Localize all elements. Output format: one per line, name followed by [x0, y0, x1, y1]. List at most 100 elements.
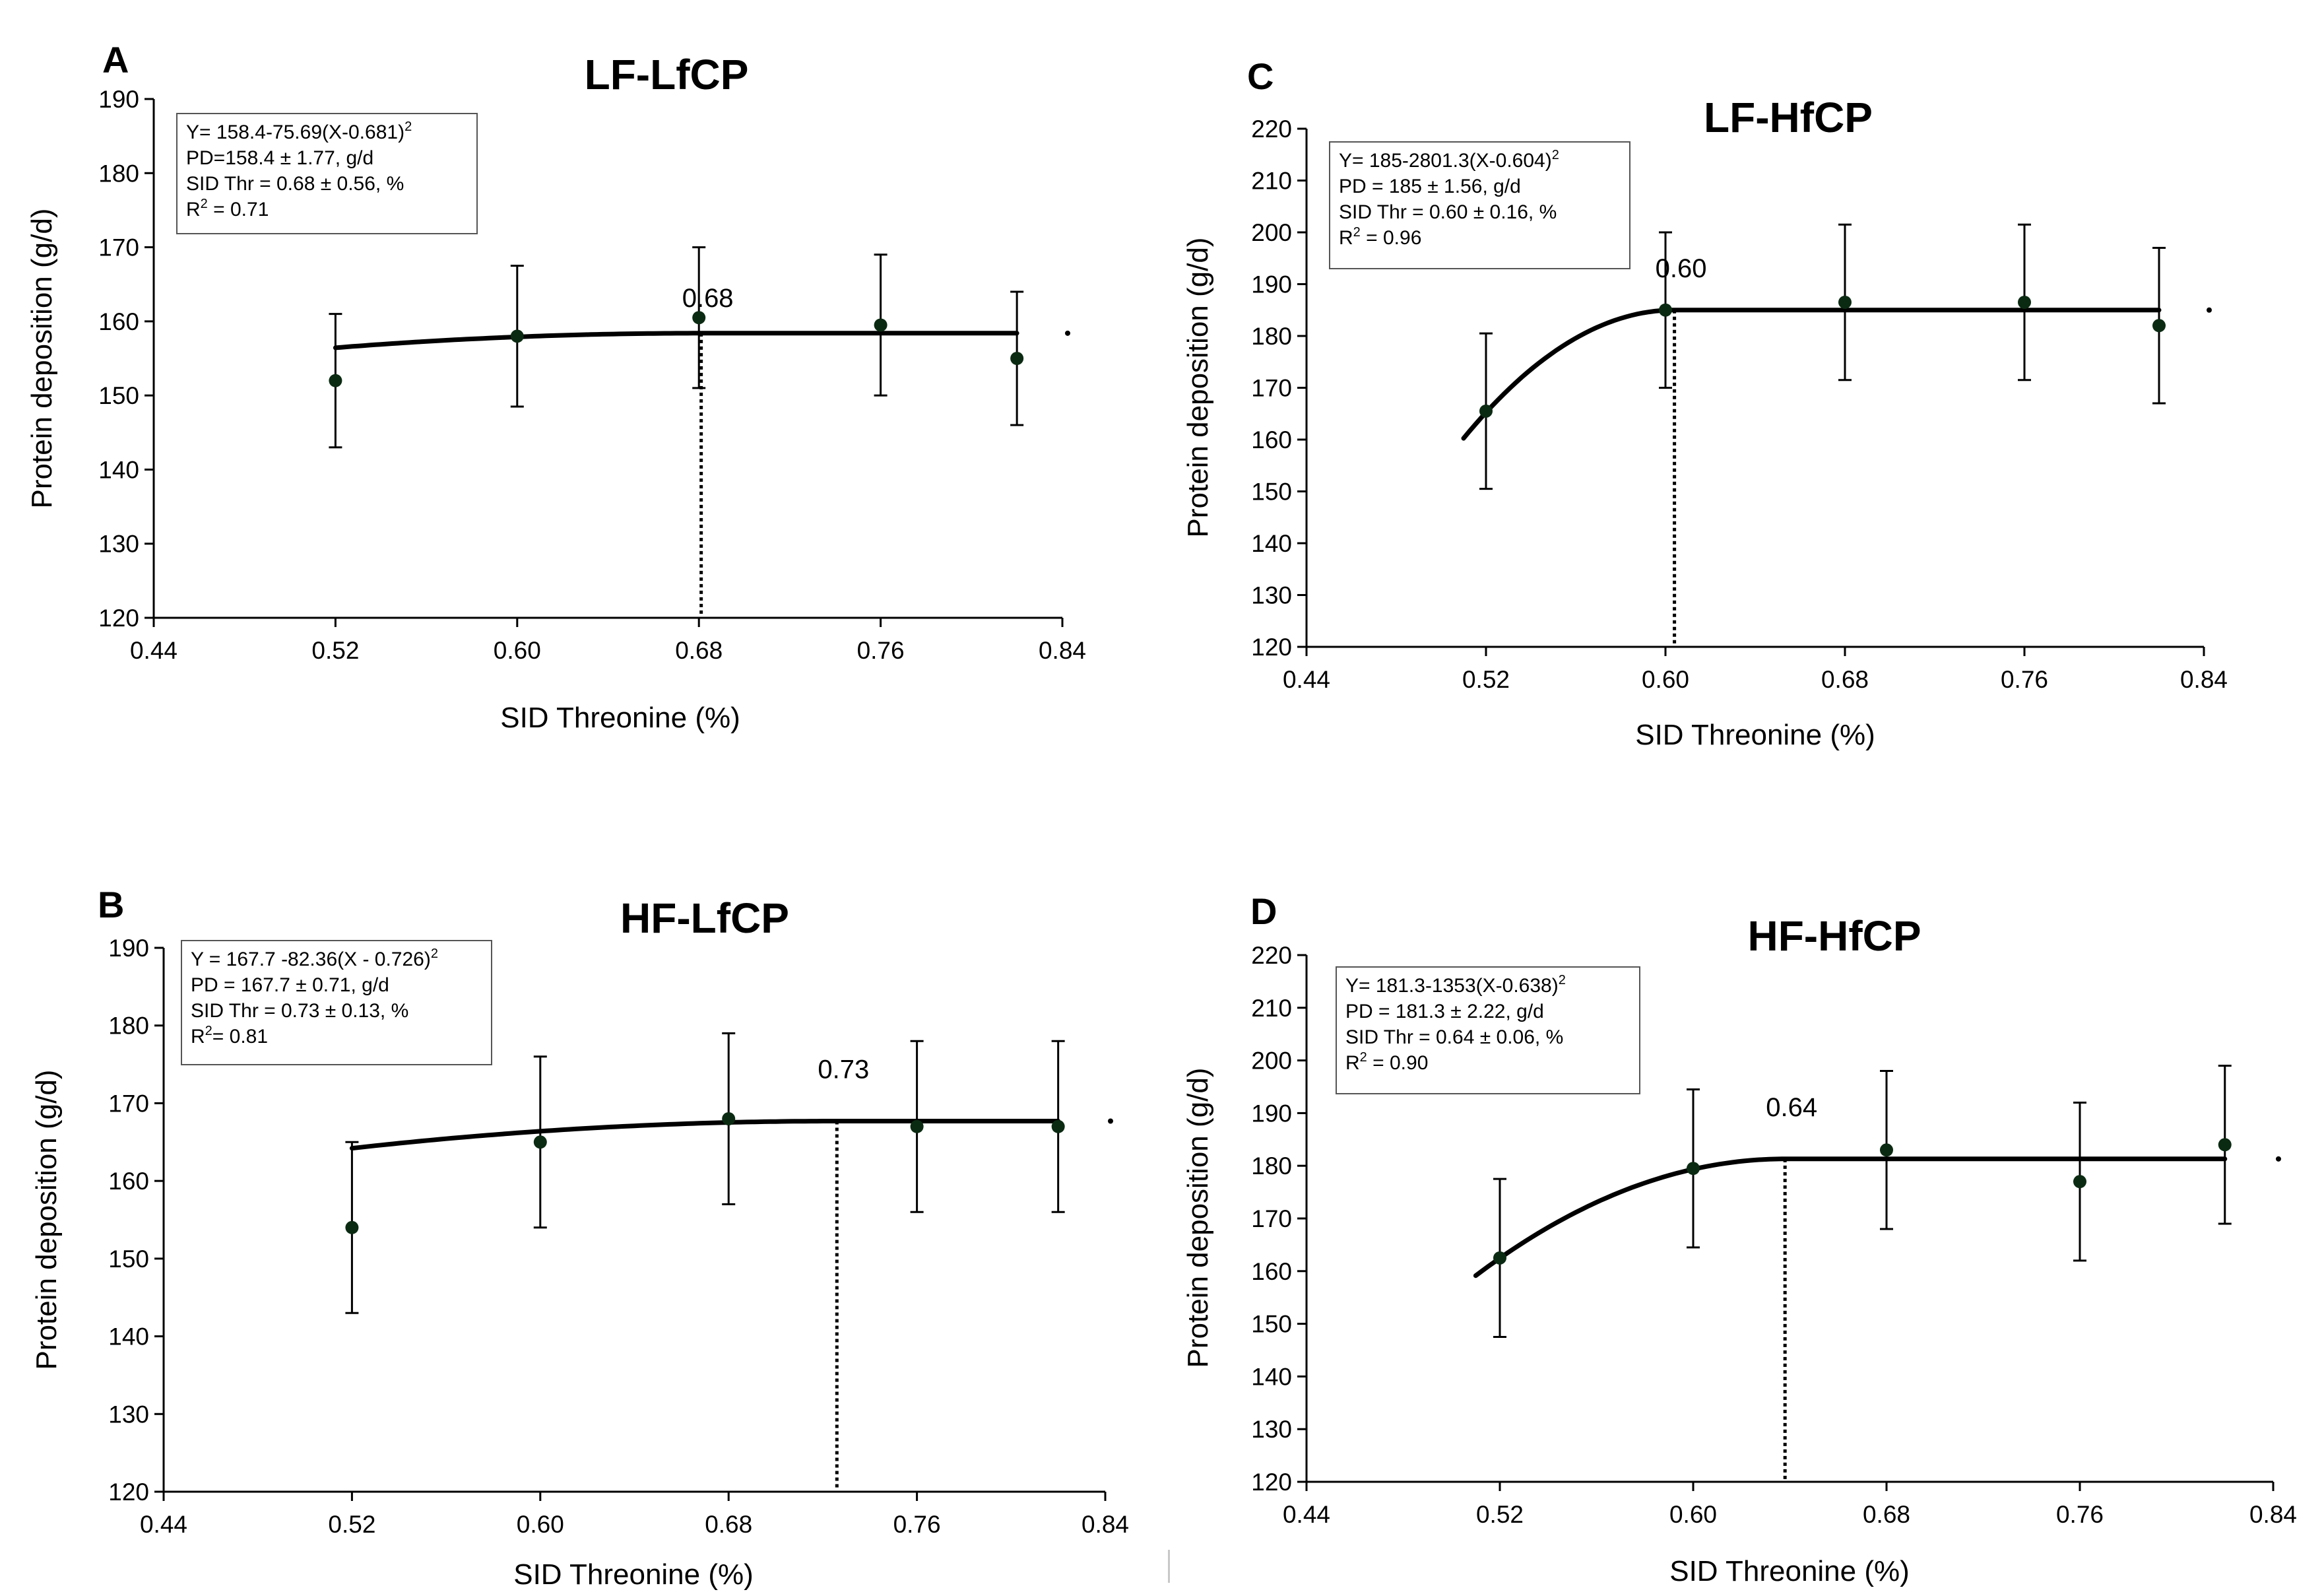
equation-box	[1336, 966, 1640, 1094]
y-tick-label: 130	[1251, 582, 1292, 609]
y-tick-label: 160	[98, 308, 139, 335]
y-axis-label: Protein deposition (g/d)	[1182, 238, 1214, 538]
breakpoint-label: 0.73	[818, 1055, 869, 1084]
x-tick-label: 0.84	[2249, 1501, 2297, 1528]
y-tick-label: 180	[1251, 323, 1292, 350]
x-tick-label: 0.68	[675, 637, 723, 664]
data-point	[1659, 303, 1672, 317]
fitted-curve	[1461, 308, 2162, 441]
x-axis-label: SID Threonine (%)	[513, 1558, 754, 1591]
y-tick-label: 160	[1251, 1258, 1292, 1285]
equation-formula: Y= 185-2801.3(X-0.604)2	[1339, 148, 1559, 172]
breakpoint-label: 0.60	[1656, 254, 1707, 283]
equation-r2: R2 = 0.71	[186, 197, 269, 220]
x-tick-label: 0.76	[2001, 666, 2048, 693]
y-tick-label: 170	[1251, 375, 1292, 402]
data-point	[345, 1220, 359, 1234]
equation-sid-thr: SID Thr = 0.64 ± 0.06, %	[1345, 1026, 1563, 1048]
y-tick-label: 120	[98, 605, 139, 632]
y-axis-label: Protein deposition (g/d)	[30, 1070, 63, 1370]
x-tick-label: 0.68	[705, 1511, 752, 1538]
y-tick-label: 120	[108, 1479, 149, 1506]
breakpoint-label: 0.64	[1766, 1093, 1817, 1122]
data-point	[692, 311, 706, 325]
y-tick-label: 160	[1251, 426, 1292, 453]
y-tick-label: 220	[1251, 942, 1292, 969]
data-point	[910, 1119, 924, 1133]
x-tick-label: 0.76	[893, 1511, 941, 1538]
x-tick-label: 0.68	[1821, 666, 1869, 693]
y-tick-label: 150	[1251, 1311, 1292, 1338]
x-tick-label: 0.76	[857, 637, 905, 664]
y-tick-label: 120	[1251, 634, 1292, 661]
data-point	[1010, 352, 1024, 365]
equation-formula: Y= 158.4-75.69(X-0.681)2	[186, 119, 412, 143]
equation-r2: R2 = 0.96	[1339, 225, 1421, 249]
y-tick-label: 220	[1251, 116, 1292, 143]
panel-letter: C	[1247, 55, 1274, 97]
y-tick-label: 140	[108, 1323, 149, 1350]
y-tick-label: 190	[1251, 1100, 1292, 1127]
y-tick-label: 140	[98, 456, 139, 483]
equation-formula: Y = 167.7 -82.36(X - 0.726)2	[191, 947, 438, 970]
equation-pd: PD=158.4 ± 1.77, g/d	[186, 147, 373, 169]
y-tick-label: 140	[1251, 1363, 1292, 1390]
y-tick-label: 210	[1251, 995, 1292, 1022]
data-point	[1838, 295, 1852, 309]
equation-box	[1329, 141, 1630, 269]
x-tick-label: 0.60	[1642, 666, 1689, 693]
panel-letter: D	[1250, 890, 1277, 932]
equation-sid-thr: SID Thr = 0.60 ± 0.16, %	[1339, 201, 1557, 223]
stray-marker	[1108, 1118, 1113, 1124]
fitted-curve	[349, 1119, 1061, 1151]
x-tick-label: 0.52	[1476, 1501, 1524, 1528]
fitted-curve	[333, 331, 1019, 350]
data-point	[2073, 1175, 2086, 1189]
x-tick-label: 0.84	[2180, 666, 2228, 693]
stray-marker	[2207, 307, 2212, 313]
equation-formula: Y= 181.3-1353(X-0.638)2	[1345, 973, 1566, 997]
chart-title: HF-HfCP	[1747, 912, 1921, 960]
breakpoint-label: 0.68	[682, 284, 734, 313]
separator-mark	[1168, 1550, 1170, 1583]
equation-pd: PD = 181.3 ± 2.22, g/d	[1345, 1001, 1544, 1022]
y-tick-label: 150	[108, 1246, 149, 1273]
equation-r2: R2= 0.81	[191, 1024, 268, 1047]
data-point	[2018, 295, 2031, 309]
x-tick-label: 0.44	[140, 1511, 187, 1538]
panel-a-chart: A LF-LfCP 120 130 140 150 160 170 180 190 0.44 0.52…	[26, 39, 1086, 734]
data-point	[874, 318, 888, 332]
data-point	[1687, 1162, 1700, 1176]
chart-title: LF-HfCP	[1704, 94, 1873, 141]
panel-d-chart: D HF-HfCP 120 130 140 150 160 170 180 190 200 210 22…	[1182, 890, 2297, 1587]
y-tick-label: 200	[1251, 219, 1292, 246]
y-tick-label: 180	[1251, 1152, 1292, 1180]
equation-sid-thr: SID Thr = 0.68 ± 0.56, %	[186, 173, 404, 195]
chart-title: HF-LfCP	[620, 894, 789, 942]
panel-letter: A	[102, 39, 129, 81]
y-tick-label: 140	[1251, 530, 1292, 557]
y-tick-label: 190	[98, 86, 139, 113]
y-tick-label: 180	[108, 1013, 149, 1040]
panel-b-chart: B HF-LfCP 120 130 140 150 160 170 180 190 0.44 0.52…	[30, 884, 1129, 1591]
x-tick-label: 0.60	[1669, 1501, 1717, 1528]
y-tick-label: 130	[98, 531, 139, 558]
data-point	[1479, 404, 1493, 418]
data-point	[722, 1112, 736, 1125]
y-tick-label: 190	[108, 935, 149, 962]
y-axis-label: Protein deposition (g/d)	[26, 209, 58, 509]
stray-marker	[2276, 1156, 2281, 1162]
y-tick-label: 170	[98, 234, 139, 261]
x-axis-label: SID Threonine (%)	[1669, 1555, 1910, 1587]
x-tick-label: 0.52	[328, 1511, 375, 1538]
panel-letter: B	[98, 884, 124, 925]
y-tick-label: 180	[98, 160, 139, 187]
equation-pd: PD = 167.7 ± 0.71, g/d	[191, 974, 389, 996]
data-point	[2218, 1138, 2232, 1152]
equation-box	[176, 113, 478, 234]
data-point	[2152, 319, 2166, 333]
data-point	[329, 374, 342, 387]
equation-box	[181, 940, 492, 1065]
y-tick-label: 210	[1251, 168, 1292, 195]
